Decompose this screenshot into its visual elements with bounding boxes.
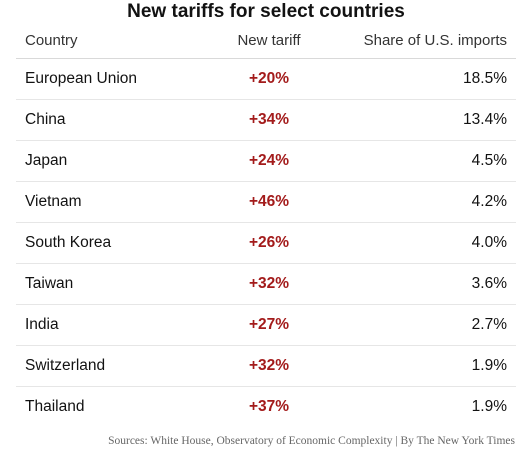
tariff-cell: +27% xyxy=(248,316,290,333)
country-cell: European Union xyxy=(25,70,138,87)
tariff-cell: +34% xyxy=(248,111,290,128)
column-header-country: Country xyxy=(25,32,78,49)
table-row: Switzerland +32% 1.9% xyxy=(16,346,516,387)
country-cell: Thailand xyxy=(25,398,85,415)
table-body: European Union +20% 18.5% China +34% 13.4% Jap… xyxy=(16,59,516,427)
share-cell: 4.5% xyxy=(471,152,507,169)
table-row: Thailand +37% 1.9% xyxy=(16,387,516,427)
column-header-share: Share of U.S. imports xyxy=(363,32,507,49)
tariff-cell: +37% xyxy=(248,398,290,415)
tariff-cell: +32% xyxy=(248,275,290,292)
country-cell: South Korea xyxy=(25,234,112,251)
country-cell: China xyxy=(25,111,66,128)
share-cell: 18.5% xyxy=(463,70,507,87)
table-row: Vietnam +46% 4.2% xyxy=(16,182,516,223)
tariff-cell: +20% xyxy=(248,70,290,87)
share-cell: 3.6% xyxy=(471,275,507,292)
table-row: South Korea +26% 4.0% xyxy=(16,223,516,264)
table-header: Country New tariff Share of U.S. imports xyxy=(16,32,516,59)
country-cell: Japan xyxy=(25,152,68,169)
tariff-cell: +32% xyxy=(248,357,290,374)
tariff-cell: +24% xyxy=(248,152,290,169)
share-cell: 1.9% xyxy=(471,357,507,374)
country-cell: Switzerland xyxy=(25,357,106,374)
country-cell: Vietnam xyxy=(25,193,82,210)
column-header-tariff: New tariff xyxy=(237,32,301,49)
country-cell: Taiwan xyxy=(25,275,74,292)
tariff-cell: +46% xyxy=(248,193,290,210)
source-note: Sources: White House, Observatory of Eco… xyxy=(108,435,515,447)
share-cell: 1.9% xyxy=(471,398,507,415)
table-row: Japan +24% 4.5% xyxy=(16,141,516,182)
table-row: European Union +20% 18.5% xyxy=(16,59,516,100)
country-cell: India xyxy=(25,316,59,333)
share-cell: 4.2% xyxy=(471,193,507,210)
tariff-cell: +26% xyxy=(248,234,290,251)
chart-title: New tariffs for select countries xyxy=(127,1,405,22)
share-cell: 13.4% xyxy=(463,111,507,128)
table-row: China +34% 13.4% xyxy=(16,100,516,141)
table-row: India +27% 2.7% xyxy=(16,305,516,346)
share-cell: 4.0% xyxy=(471,234,507,251)
share-cell: 2.7% xyxy=(471,316,507,333)
table-row: Taiwan +32% 3.6% xyxy=(16,264,516,305)
